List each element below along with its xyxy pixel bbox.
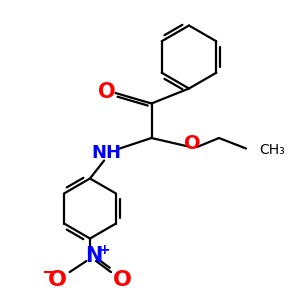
Text: O: O xyxy=(98,82,116,101)
Text: NH: NH xyxy=(92,144,122,162)
Text: N: N xyxy=(85,247,102,266)
Text: O: O xyxy=(48,271,67,290)
Text: O: O xyxy=(184,134,200,153)
Text: O: O xyxy=(113,271,132,290)
Text: +: + xyxy=(99,243,110,256)
Text: CH₃: CH₃ xyxy=(260,143,285,157)
Text: −: − xyxy=(41,264,56,282)
